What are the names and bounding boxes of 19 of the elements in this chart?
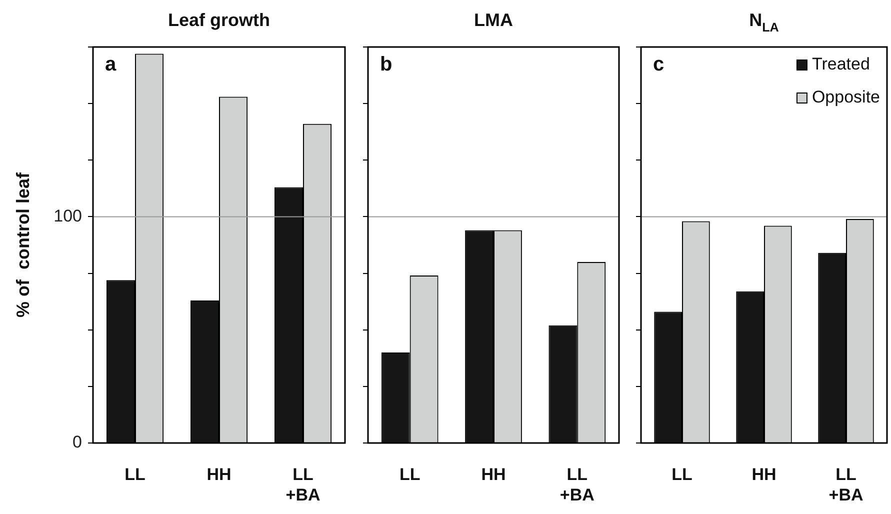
x-tick-label: LL [672, 464, 692, 484]
y-tick-label: 0 [72, 432, 82, 452]
chart-title: Leaf growth [168, 10, 270, 30]
x-tick-label: LL [399, 464, 420, 484]
annotation: c [653, 54, 664, 76]
x-tick-label: HH [481, 464, 506, 484]
x-tick-label: HH [752, 464, 776, 484]
x-tick-label: LL +BA [560, 464, 594, 504]
y-tick-label: 100 [54, 206, 82, 226]
x-tick-label: LL +BA [828, 464, 864, 504]
x-tick-label: LL +BA [286, 464, 320, 504]
x-tick-label: LL [124, 464, 146, 484]
legend-label: Opposite [812, 88, 880, 107]
annotation: b [380, 54, 392, 76]
x-tick-label: HH [206, 464, 232, 484]
chart-title: LMA [474, 10, 514, 30]
annotation: a [105, 54, 117, 76]
legend-label: Treated [812, 54, 870, 74]
y-axis-title: % of control leaf [12, 171, 33, 318]
